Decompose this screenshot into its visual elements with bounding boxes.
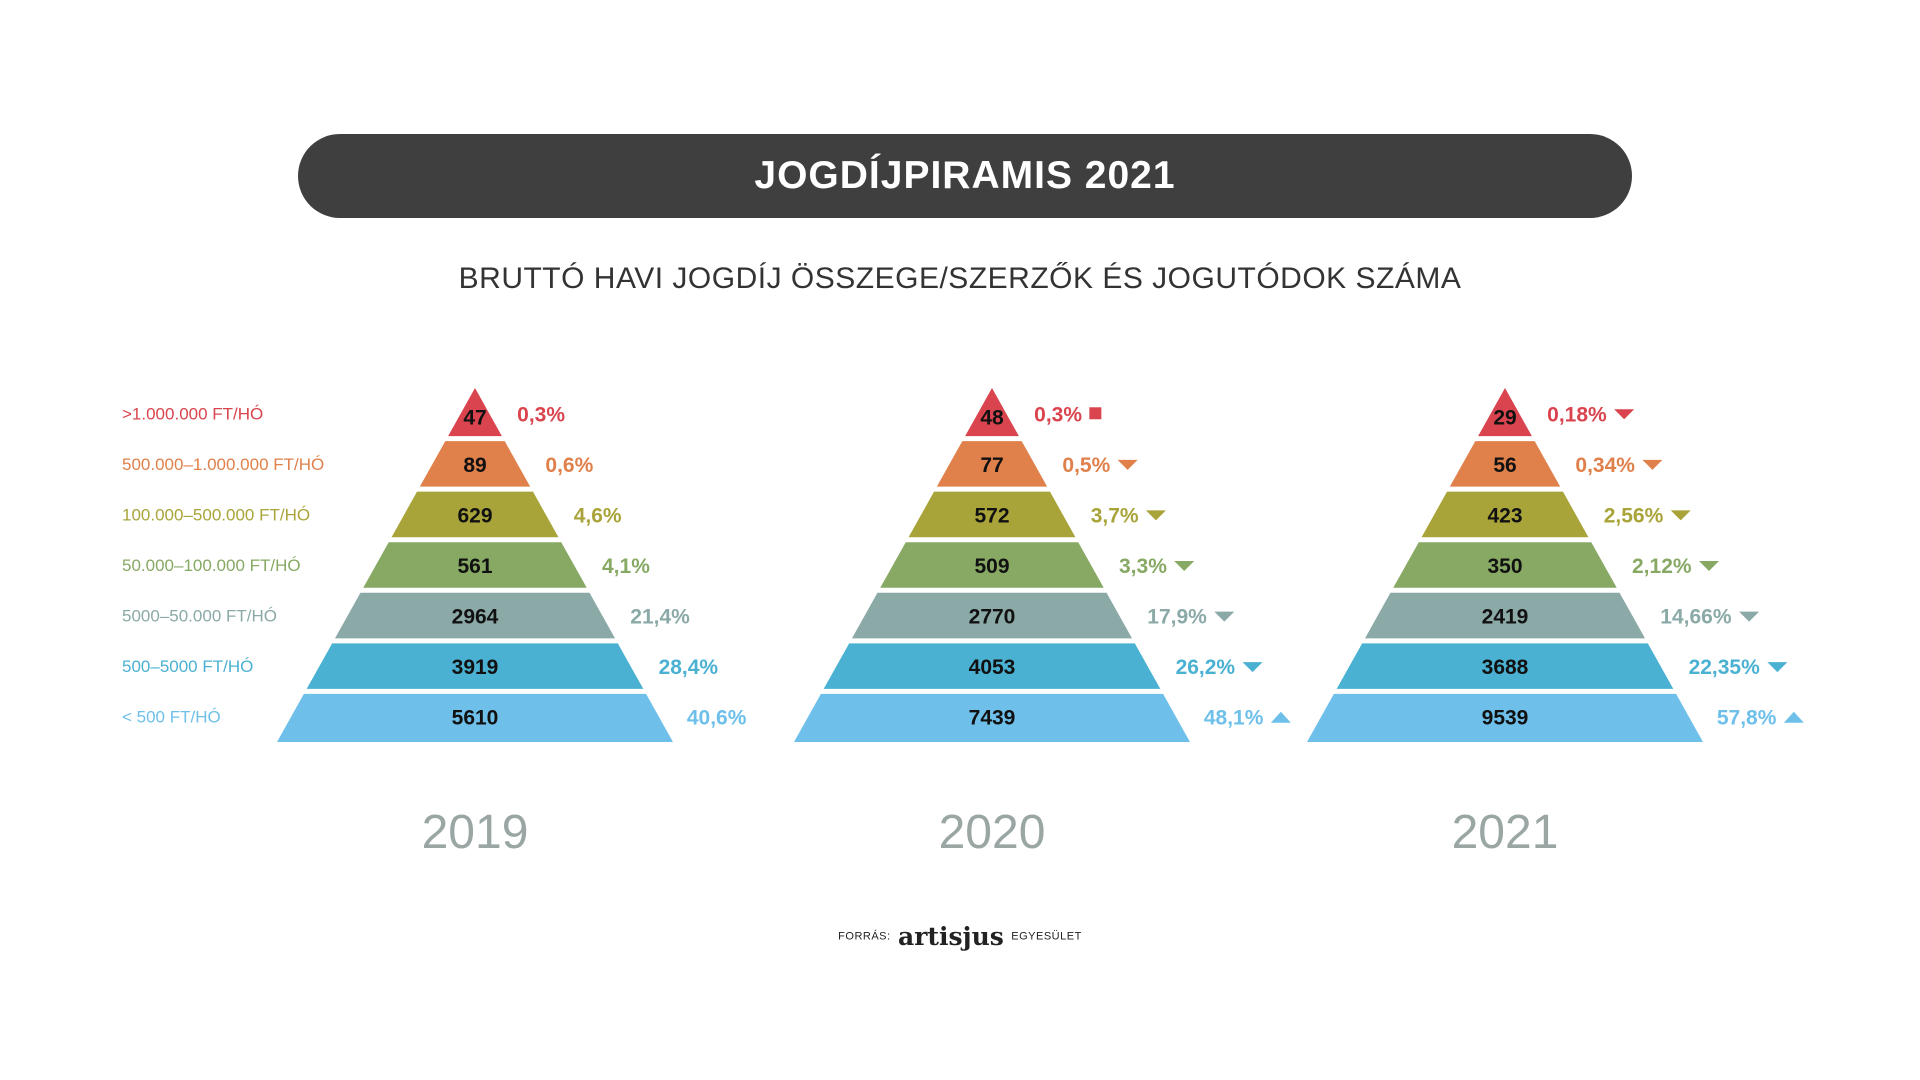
percent-label: 3,7% (1091, 504, 1139, 527)
category-label: < 500 FT/HÓ (122, 708, 221, 727)
value-label: 5610 (452, 707, 499, 730)
percent-label: 17,9% (1147, 606, 1207, 629)
value-label: 77 (980, 454, 1003, 477)
trend-up-icon (1783, 711, 1804, 723)
percent-label: 2,12% (1632, 555, 1692, 578)
value-label: 47 (463, 406, 486, 429)
percent-label: 4,1% (602, 555, 650, 578)
percent-label: 21,4% (630, 606, 690, 629)
percent-label: 4,6% (574, 504, 622, 527)
category-label: 500.000–1.000.000 FT/HÓ (122, 455, 324, 474)
pyramid-segment (936, 441, 1048, 487)
value-label: 561 (457, 555, 492, 578)
pyramid-segment (334, 592, 616, 639)
pyramid-segment (391, 491, 559, 538)
year-label-2021: 2021 (1451, 806, 1559, 859)
value-label: 2419 (1482, 606, 1529, 629)
pyramid-segment (1393, 542, 1617, 588)
pyramid-segment (1421, 491, 1589, 538)
pyramid-segment (1336, 643, 1674, 689)
trend-down-icon (1214, 611, 1235, 622)
percent-label: 0,3% (517, 403, 565, 426)
pyramid-segment (419, 441, 531, 487)
trend-down-icon (1614, 409, 1635, 420)
percent-label: 0,5% (1062, 454, 1110, 477)
pyramid-segment (277, 693, 673, 742)
percent-label: 0,3% (1034, 403, 1082, 426)
value-label: 2770 (969, 606, 1016, 629)
pyramid-segment (1364, 592, 1646, 639)
pyramid-segment (363, 542, 587, 588)
trend-down-icon (1174, 561, 1195, 571)
pyramid-2020: 48 0,3% 77 0,5% 572 3,7% 509 3,3% 2770 17,9% 4053 2… (794, 388, 1291, 742)
value-label: 89 (463, 454, 486, 477)
artisjus-logo: artisjus (898, 922, 1004, 951)
value-label: 350 (1487, 555, 1522, 578)
category-label: 50.000–100.000 FT/HÓ (122, 556, 301, 575)
pyramid-segment (880, 542, 1104, 588)
pyramid-segment (908, 491, 1076, 538)
percent-label: 2,56% (1604, 504, 1664, 527)
trend-down-icon (1767, 662, 1788, 673)
pyramid-segment (823, 643, 1161, 689)
pyramid-segment (1449, 441, 1561, 487)
value-label: 7439 (969, 707, 1016, 730)
percent-label: 48,1% (1204, 707, 1264, 730)
trend-same-icon (1089, 407, 1102, 420)
source-prefix: FORRÁS: (838, 930, 891, 943)
pyramid-segment (1307, 693, 1703, 742)
trend-down-icon (1145, 510, 1166, 521)
value-label: 56 (1493, 454, 1516, 477)
value-label: 3919 (452, 656, 499, 679)
category-label: 5000–50.000 FT/HÓ (122, 607, 277, 626)
pyramid-2021: 29 0,18% 56 0,34% 423 2,56% 350 2,12% 2419 14,66%… (1307, 388, 1804, 742)
trend-down-icon (1739, 611, 1760, 622)
value-label: 572 (974, 504, 1009, 527)
category-label: 500–5000 FT/HÓ (122, 657, 253, 676)
pyramid-2019: 47 0,3% 89 0,6% 629 4,6% 561 4,1% 2964 21,4% 3919 2… (277, 388, 747, 742)
percent-label: 0,6% (545, 454, 593, 477)
category-label: 100.000–500.000 FT/HÓ (122, 505, 310, 524)
pyramid-segment (306, 643, 644, 689)
value-label: 423 (1487, 504, 1522, 527)
value-label: 629 (457, 504, 492, 527)
percent-label: 14,66% (1660, 606, 1732, 629)
title-bar: JOGDÍJPIRAMIS 2021 (298, 134, 1632, 218)
year-label-2020: 2020 (938, 806, 1046, 859)
percent-label: 3,3% (1119, 555, 1167, 578)
trend-down-icon (1642, 459, 1663, 470)
year-label-2019: 2019 (421, 806, 529, 859)
pyramid-segment (851, 592, 1133, 639)
trend-down-icon (1242, 662, 1263, 673)
percent-label: 22,35% (1689, 656, 1761, 679)
category-label: >1.000.000 FT/HÓ (122, 404, 263, 423)
percent-label: 26,2% (1176, 656, 1236, 679)
trend-down-icon (1670, 510, 1691, 521)
percent-label: 0,34% (1575, 454, 1635, 477)
pyramid-segment (1478, 388, 1532, 437)
percent-label: 40,6% (687, 707, 747, 730)
percent-label: 28,4% (659, 656, 719, 679)
value-label: 3688 (1482, 656, 1529, 679)
trend-down-icon (1117, 459, 1138, 470)
value-label: 4053 (969, 656, 1016, 679)
value-label: 9539 (1482, 707, 1529, 730)
trend-down-icon (1699, 561, 1719, 571)
value-label: 2964 (452, 606, 499, 629)
pyramid-segment (448, 388, 502, 437)
source-suffix: EGYESÜLET (1011, 930, 1082, 943)
percent-label: 57,8% (1717, 707, 1777, 730)
value-label: 509 (974, 555, 1009, 578)
source-credit: FORRÁS: artisjus EGYESÜLET (0, 922, 1920, 951)
chart-subtitle: BRUTTÓ HAVI JOGDÍJ ÖSSZEGE/SZERZŐK ÉS JO… (458, 262, 1462, 295)
value-label: 29 (1493, 406, 1516, 429)
pyramid-segment (794, 693, 1190, 742)
pyramid-segment (965, 388, 1019, 437)
chart-title: JOGDÍJPIRAMIS 2021 (754, 154, 1176, 197)
value-label: 48 (980, 406, 1004, 429)
percent-label: 0,18% (1547, 403, 1607, 426)
trend-up-icon (1270, 711, 1291, 723)
